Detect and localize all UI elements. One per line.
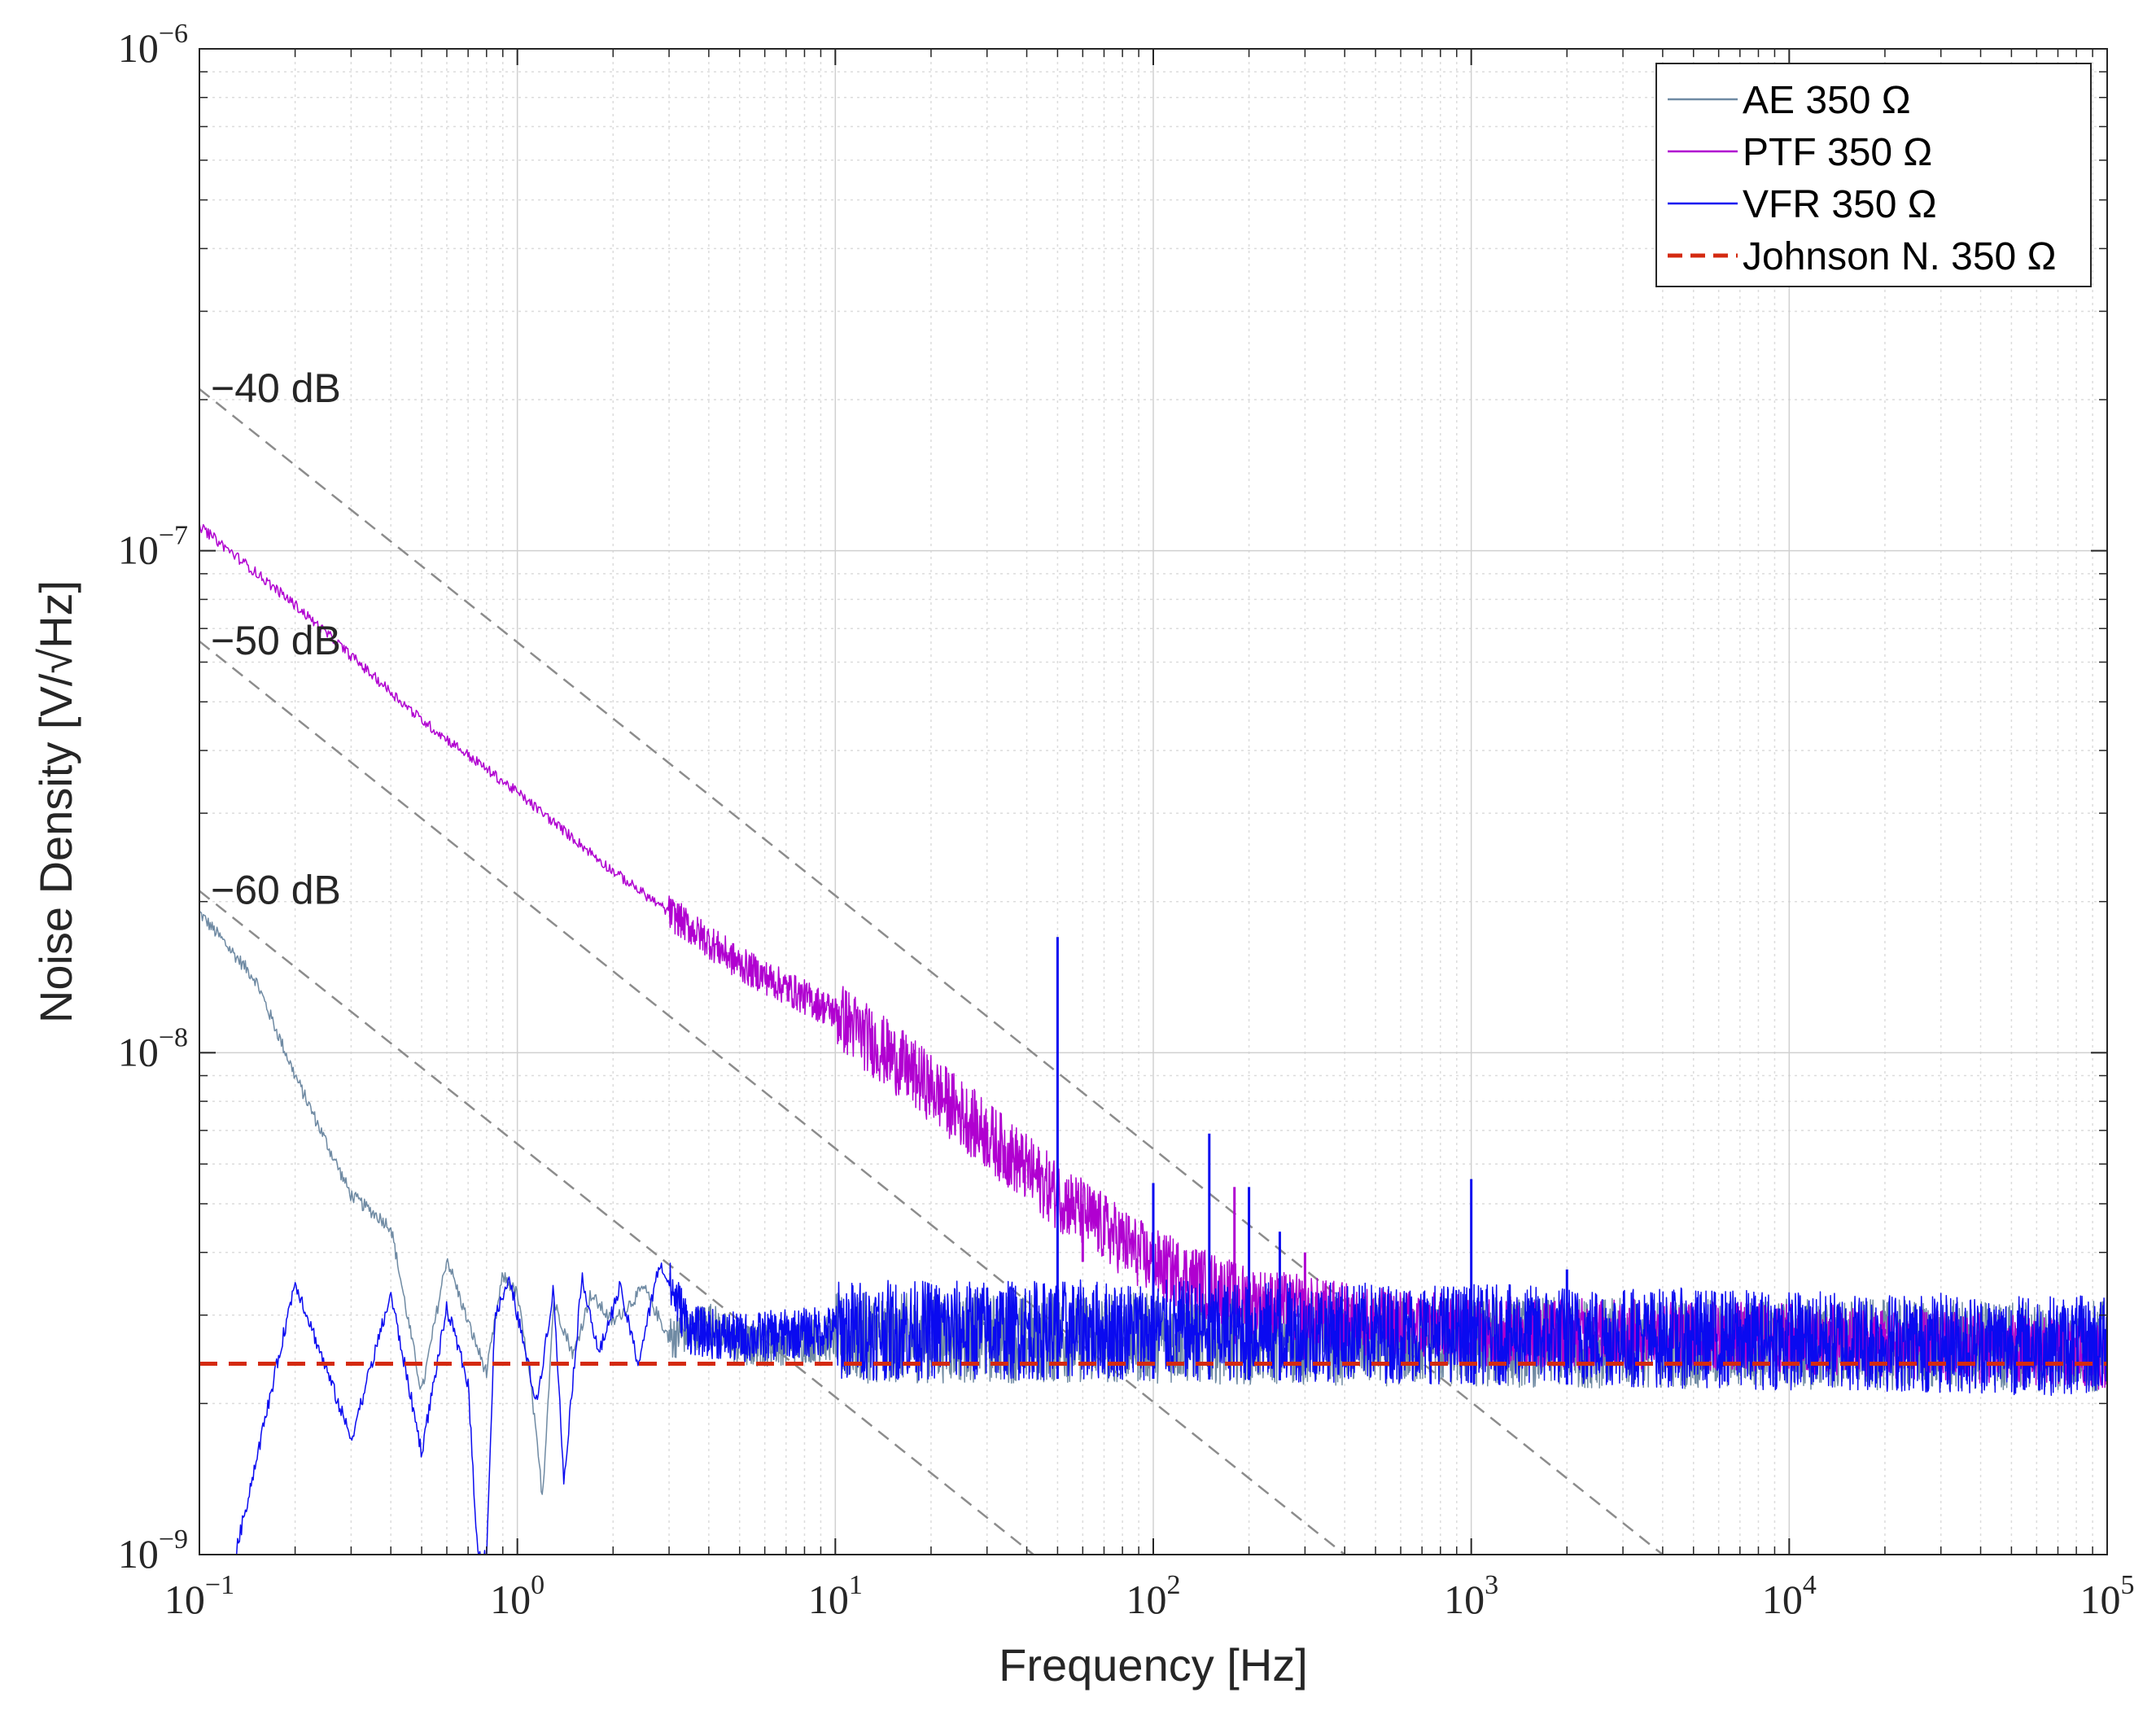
reference-line	[199, 387, 1664, 1555]
reference-line-label: −60 dB	[211, 868, 341, 913]
series-2	[235, 937, 2107, 1555]
legend-entry-label: VFR 350 Ω	[1743, 183, 1937, 226]
major-grid	[199, 49, 2107, 1555]
legend: AE 350 Ω PTF 350 Ω VFR 350 Ω Johnson N. 350…	[1655, 63, 2092, 287]
reference-line-label: −50 dB	[211, 618, 341, 663]
x-tick-label: 102	[1126, 1570, 1181, 1622]
legend-entry-label: Johnson N. 350 Ω	[1743, 235, 2056, 278]
legend-box	[1655, 63, 2092, 287]
reference-line	[199, 640, 1345, 1555]
reference-line	[199, 890, 1034, 1555]
legend-entry-label: AE 350 Ω	[1743, 79, 1911, 122]
y-tick-label: 10−7	[118, 521, 188, 573]
y-tick-label: 10−9	[118, 1524, 188, 1577]
x-axis-label: Frequency [Hz]	[999, 1639, 1308, 1691]
reference-lines	[199, 387, 1664, 1555]
series-layer	[199, 523, 2107, 1555]
reference-line-label: −40 dB	[211, 365, 341, 411]
tick-marks	[199, 48, 2108, 1555]
y-axis-label: Noise Density [V/√Hz]	[30, 580, 81, 1023]
reference-labels: −40 dB −50 dB −60 dB	[211, 365, 341, 913]
series-line	[199, 523, 2107, 1390]
legend-entry-label: PTF 350 Ω	[1743, 131, 1932, 174]
